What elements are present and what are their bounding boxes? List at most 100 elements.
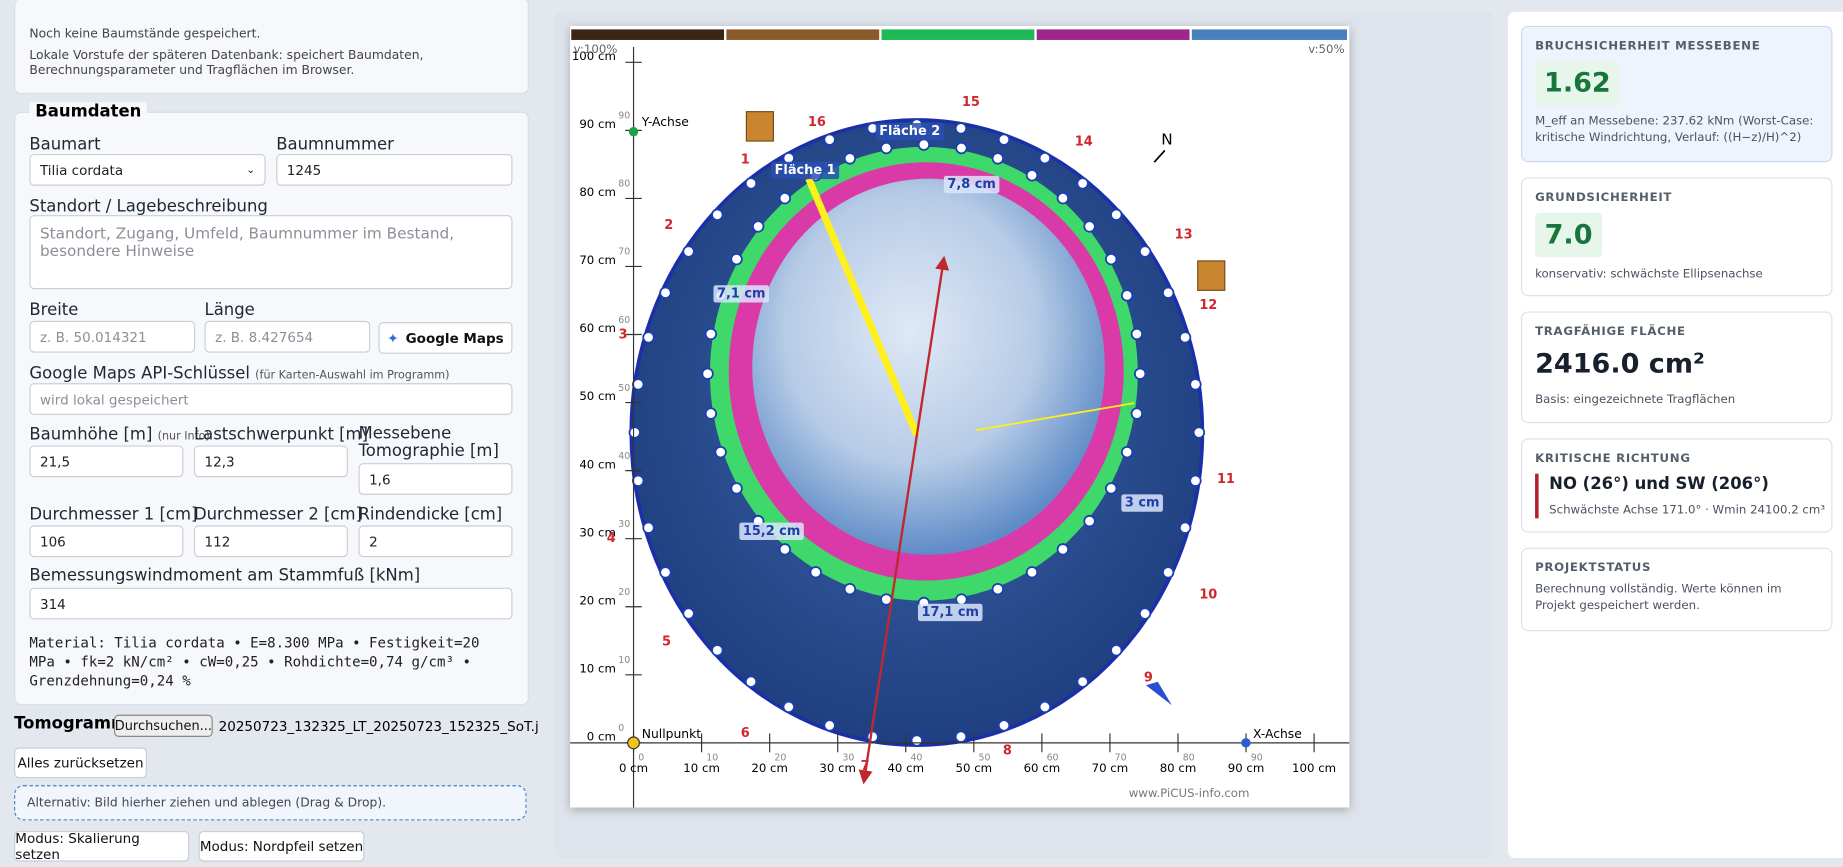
reset-button[interactable]: Alles zurücksetzen <box>14 747 147 779</box>
minor-label: 70 <box>1115 752 1127 763</box>
contour-point <box>1192 426 1206 439</box>
input[interactable]: wird lokal gespeichert <box>29 383 513 415</box>
label: Rindendicke [cm] <box>358 505 503 525</box>
sector-label: 16 <box>808 115 826 130</box>
minor-label: 20 <box>774 752 786 763</box>
mode-button[interactable]: Modus: Nordpfeil setzen <box>198 831 365 862</box>
ring-point <box>752 220 765 233</box>
y-axis-point <box>628 126 639 137</box>
ring-point <box>704 327 718 341</box>
gutter <box>539 0 555 867</box>
card-desc: Schwächste Achse 171.0° · Wmin 24100.2 c… <box>1549 504 1826 518</box>
ring-point <box>778 543 792 556</box>
input[interactable]: 12,3 <box>193 445 348 478</box>
contour-point <box>910 734 923 747</box>
card-desc: M_eff an Messebene: 237.62 kNm (Worst-Ca… <box>1535 115 1814 145</box>
ring-point <box>1025 169 1039 182</box>
measure-label: 15,2 cm <box>739 522 804 540</box>
drop-zone[interactable]: Alternativ: Bild hierher ziehen und able… <box>14 785 527 821</box>
sector-label: 9 <box>1144 671 1153 686</box>
tomogram-label: Tomogramm <box>14 714 129 734</box>
contour-point <box>997 719 1011 732</box>
browse-button[interactable]: Durchsuchen... <box>114 714 213 737</box>
sector-label: 12 <box>1199 298 1217 313</box>
tomogram[interactable]: 0 cm 10 cm 20 cm 30 cm 40 cm 50 cm 60 cm 70 cm 8… <box>570 25 1350 808</box>
label: Durchmesser 2 [cm] <box>193 505 362 525</box>
sector-label: 7 <box>861 759 870 774</box>
input[interactable]: 106 <box>29 525 184 558</box>
file-name: 20250723_132325_LT_20250723_152325_SoT.j… <box>218 718 556 735</box>
contour-point <box>1178 521 1192 534</box>
measure-bg <box>943 175 1000 194</box>
contour-point <box>1076 675 1089 688</box>
contour-points <box>628 118 1206 747</box>
contour-point <box>1110 644 1123 657</box>
mode-button[interactable]: Modus: Skalierung setzen <box>14 830 190 863</box>
measure-label: 7,8 cm <box>943 175 1000 194</box>
measure-bg <box>771 161 840 180</box>
ring-point <box>1083 514 1096 528</box>
minor-label: 50 <box>618 383 630 394</box>
y-tick-label: 80 cm <box>579 185 616 199</box>
contour-point <box>642 521 655 534</box>
minor-label: 10 <box>706 752 718 763</box>
ring-point <box>701 367 714 380</box>
select[interactable]: Tilia cordata ⌄ <box>29 153 266 186</box>
ring-point <box>991 152 1005 165</box>
ring-point <box>1056 192 1070 205</box>
input[interactable]: 314 <box>29 587 513 620</box>
ticks: 0 cm 10 cm 20 cm 30 cm 40 cm 50 cm 60 cm 70 cm 8… <box>572 49 1336 775</box>
contour-point <box>1138 607 1152 620</box>
measure-text: Fläche 1 <box>775 163 836 178</box>
measure-bg <box>1121 494 1163 512</box>
y-tick-label: 70 cm <box>579 253 616 267</box>
input[interactable]: 112 <box>193 525 348 558</box>
result-card <box>1520 311 1833 424</box>
minor-label: 60 <box>618 315 630 326</box>
input[interactable]: 1,6 <box>358 463 513 495</box>
input[interactable]: 2 <box>358 525 513 558</box>
ring-point <box>1130 327 1144 341</box>
ring-point <box>778 192 792 205</box>
input[interactable]: z. B. 8.427654 <box>204 320 371 353</box>
ring-point <box>843 582 857 596</box>
measure-text: 7,1 cm <box>717 286 765 301</box>
accent-bar <box>1535 473 1539 519</box>
minor-label: 10 <box>618 655 630 666</box>
card-value: 2416.0 cm² <box>1535 349 1705 380</box>
x-tick-label: 90 cm <box>1228 761 1265 775</box>
card-value: 7.0 <box>1535 212 1603 258</box>
input[interactable]: 21,5 <box>29 445 184 478</box>
sector-label: 1 <box>741 152 750 167</box>
minor-label: 80 <box>1183 752 1195 763</box>
x-tick-label: 60 cm <box>1024 761 1061 775</box>
label: Breite <box>29 300 79 320</box>
input[interactable]: z. B. 50.014321 <box>29 320 196 353</box>
material: Material: Tilia cordata • E=8.300 MPa • … <box>29 634 480 689</box>
minor-label: 0 <box>638 752 644 763</box>
measure-bg <box>875 122 944 141</box>
contour-point <box>1076 177 1089 190</box>
ring-point <box>955 141 968 155</box>
textarea[interactable]: Standort, Zugang, Umfeld, Baumnummer im … <box>29 215 513 290</box>
contour-point <box>659 286 672 299</box>
contour-point <box>1038 700 1052 714</box>
maps-button[interactable]: ✦ Google Maps <box>378 322 513 354</box>
sector-label: 13 <box>1175 228 1193 243</box>
ring-point <box>880 141 893 155</box>
label: Baumnummer <box>276 135 394 154</box>
sector-label: 3 <box>618 328 627 343</box>
input[interactable]: 1245 <box>276 153 513 186</box>
sound-wood <box>752 178 1105 555</box>
value: Tilia cordata <box>39 161 124 179</box>
ring-point <box>1104 253 1118 266</box>
ring-point <box>809 566 822 579</box>
measure-text: 3 cm <box>1125 496 1160 511</box>
minor-label: 70 <box>618 247 630 258</box>
card-title: BRUCHSICHERHEIT MESSEBENE <box>1535 39 1761 53</box>
y-tick-label: 20 cm <box>579 593 616 607</box>
result-card <box>1520 547 1833 632</box>
sector-label: 11 <box>1217 472 1235 487</box>
ring-point <box>917 138 931 151</box>
